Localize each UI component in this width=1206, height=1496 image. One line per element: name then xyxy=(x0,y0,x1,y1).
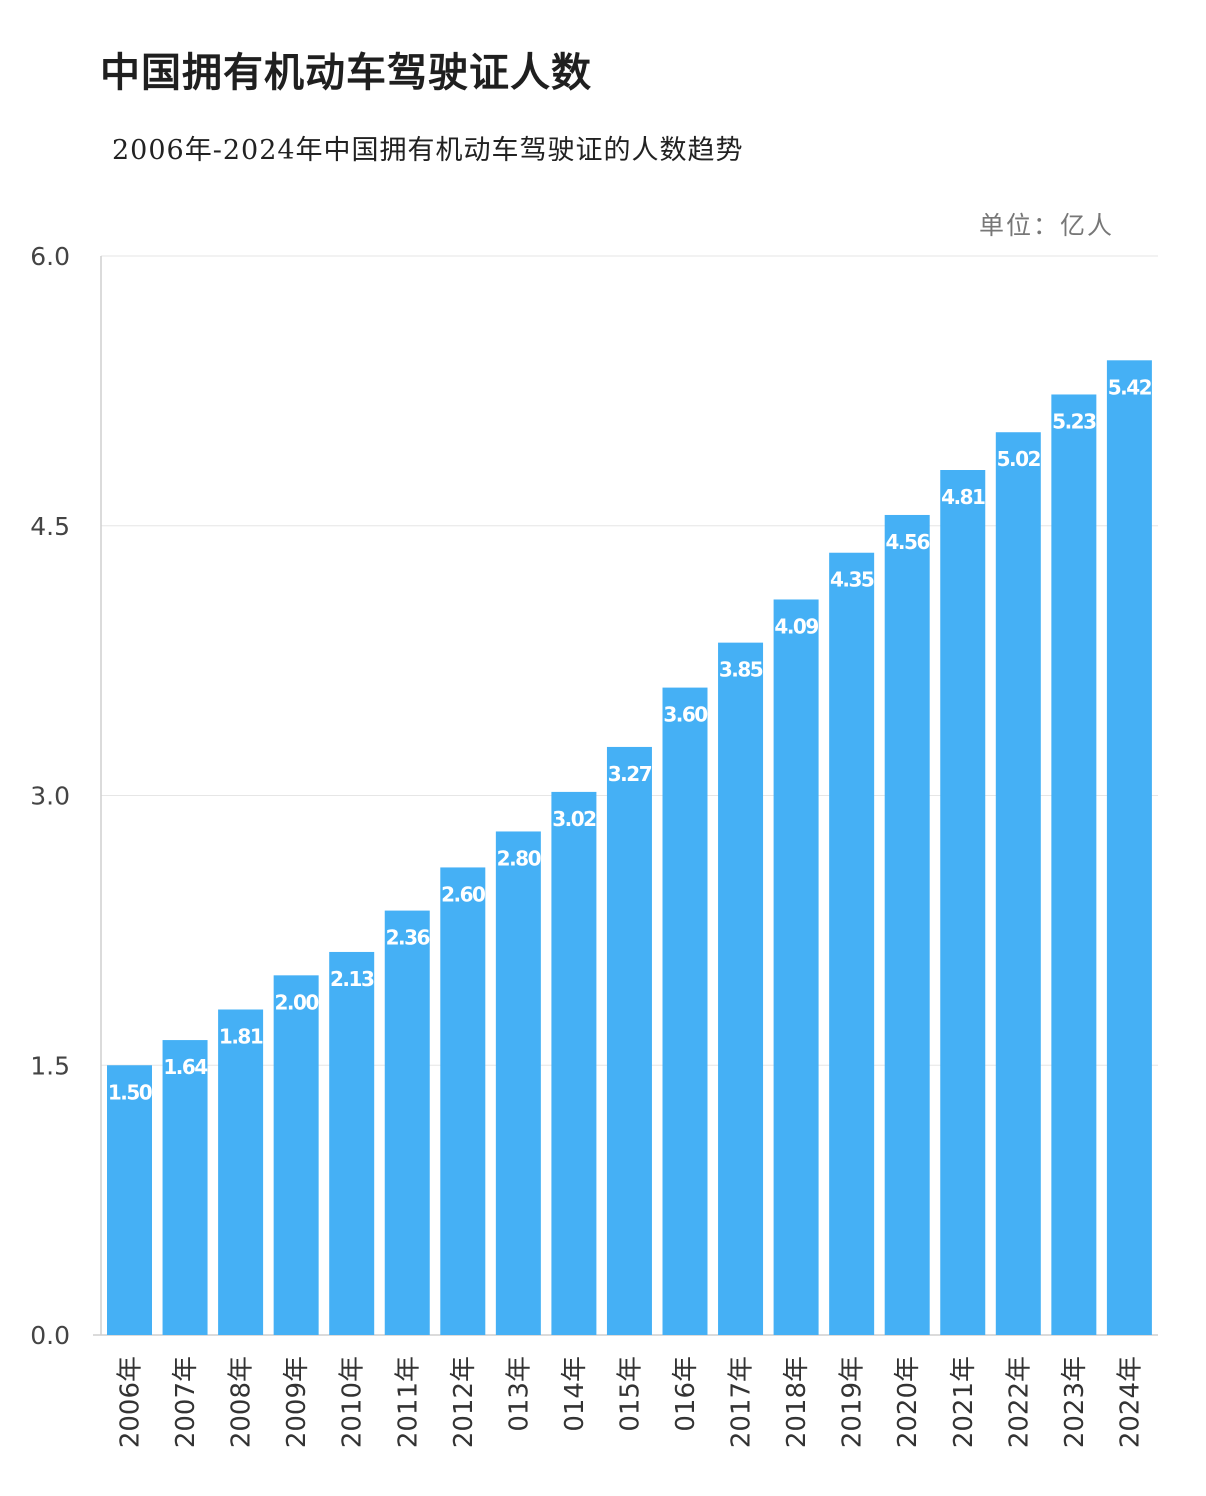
value-label: 5.23 xyxy=(1052,409,1096,433)
bar xyxy=(940,470,986,1335)
value-label: 2.13 xyxy=(330,967,374,991)
value-label: 2.60 xyxy=(441,882,485,906)
y-axis-ticks: 0.0 1.5 3.0 4.5 6.0 xyxy=(30,242,70,1350)
y-tick-label: 6.0 xyxy=(30,242,70,271)
bar xyxy=(829,552,875,1335)
value-label: 2.36 xyxy=(386,926,430,950)
bar xyxy=(329,951,375,1335)
bars xyxy=(107,360,1152,1335)
bar xyxy=(273,975,319,1335)
value-label: 4.09 xyxy=(774,614,818,638)
bar xyxy=(440,867,486,1335)
x-tick-label: 2023年 xyxy=(1060,1356,1090,1448)
bar xyxy=(773,599,819,1335)
value-label: 3.02 xyxy=(552,807,596,831)
x-tick-label: 2020年 xyxy=(893,1356,923,1448)
x-tick-label: 2007年 xyxy=(171,1356,201,1448)
x-tick-label: 2009年 xyxy=(282,1356,312,1448)
value-label: 4.56 xyxy=(886,530,930,554)
value-label: 5.42 xyxy=(1108,375,1152,399)
x-tick-label: 2006年 xyxy=(116,1356,146,1448)
x-tick-label: 2019年 xyxy=(838,1356,868,1448)
bar xyxy=(1051,394,1097,1335)
bar xyxy=(107,1065,152,1335)
x-tick-label: 2018年 xyxy=(782,1356,812,1448)
x-tick-label: 014年 xyxy=(560,1356,590,1432)
value-label: 3.85 xyxy=(719,658,763,682)
y-tick-label: 4.5 xyxy=(30,512,70,541)
x-tick-label: 2011年 xyxy=(393,1356,423,1448)
x-tick-label: 2024年 xyxy=(1115,1356,1145,1448)
x-tick-label: 2010年 xyxy=(338,1356,368,1448)
chart-title: 中国拥有机动车驾驶证人数 xyxy=(100,50,592,96)
bar xyxy=(384,910,430,1335)
y-tick-label: 3.0 xyxy=(30,782,70,811)
value-labels: 1.50 1.64 1.81 2.00 2.13 2.36 2.60 2.80 3.02 3.27… xyxy=(108,375,1153,1104)
chart-subtitle: 2006年-2024年中国拥有机动车驾驶证的人数趋势 xyxy=(112,135,744,166)
y-tick-label: 0.0 xyxy=(30,1321,70,1350)
bar xyxy=(662,687,708,1335)
value-label: 2.80 xyxy=(497,846,541,870)
bar xyxy=(162,1040,208,1335)
bar xyxy=(884,514,930,1335)
x-tick-label: 2008年 xyxy=(227,1356,257,1448)
bar xyxy=(1106,360,1152,1335)
value-label: 4.35 xyxy=(830,568,874,592)
value-label: 3.27 xyxy=(608,762,652,786)
value-label: 5.02 xyxy=(997,447,1041,471)
bar xyxy=(995,432,1041,1335)
unit-label: 单位：亿人 xyxy=(978,211,1114,240)
x-tick-label: 2012年 xyxy=(449,1356,479,1448)
bar xyxy=(551,791,597,1335)
x-tick-label: 015年 xyxy=(615,1356,645,1432)
value-label: 2.00 xyxy=(274,990,318,1014)
bar xyxy=(495,831,541,1335)
x-tick-label: 2017年 xyxy=(727,1356,757,1448)
value-label: 3.60 xyxy=(663,703,707,727)
x-axis-labels: 2006年 2007年 2008年 2009年 2010年 2011年 2012年 013年 0… xyxy=(116,1356,1146,1448)
x-tick-label: 013年 xyxy=(504,1356,534,1432)
x-tick-label: 2021年 xyxy=(949,1356,979,1448)
value-label: 1.81 xyxy=(219,1025,263,1049)
bar xyxy=(606,746,652,1335)
x-tick-label: 016年 xyxy=(671,1356,701,1432)
value-label: 4.81 xyxy=(941,485,985,509)
bar xyxy=(218,1009,264,1335)
x-tick-label: 2022年 xyxy=(1004,1356,1034,1448)
value-label: 1.50 xyxy=(108,1080,152,1104)
bar xyxy=(718,642,764,1335)
y-tick-label: 1.5 xyxy=(30,1051,70,1080)
value-label: 1.64 xyxy=(163,1055,207,1079)
